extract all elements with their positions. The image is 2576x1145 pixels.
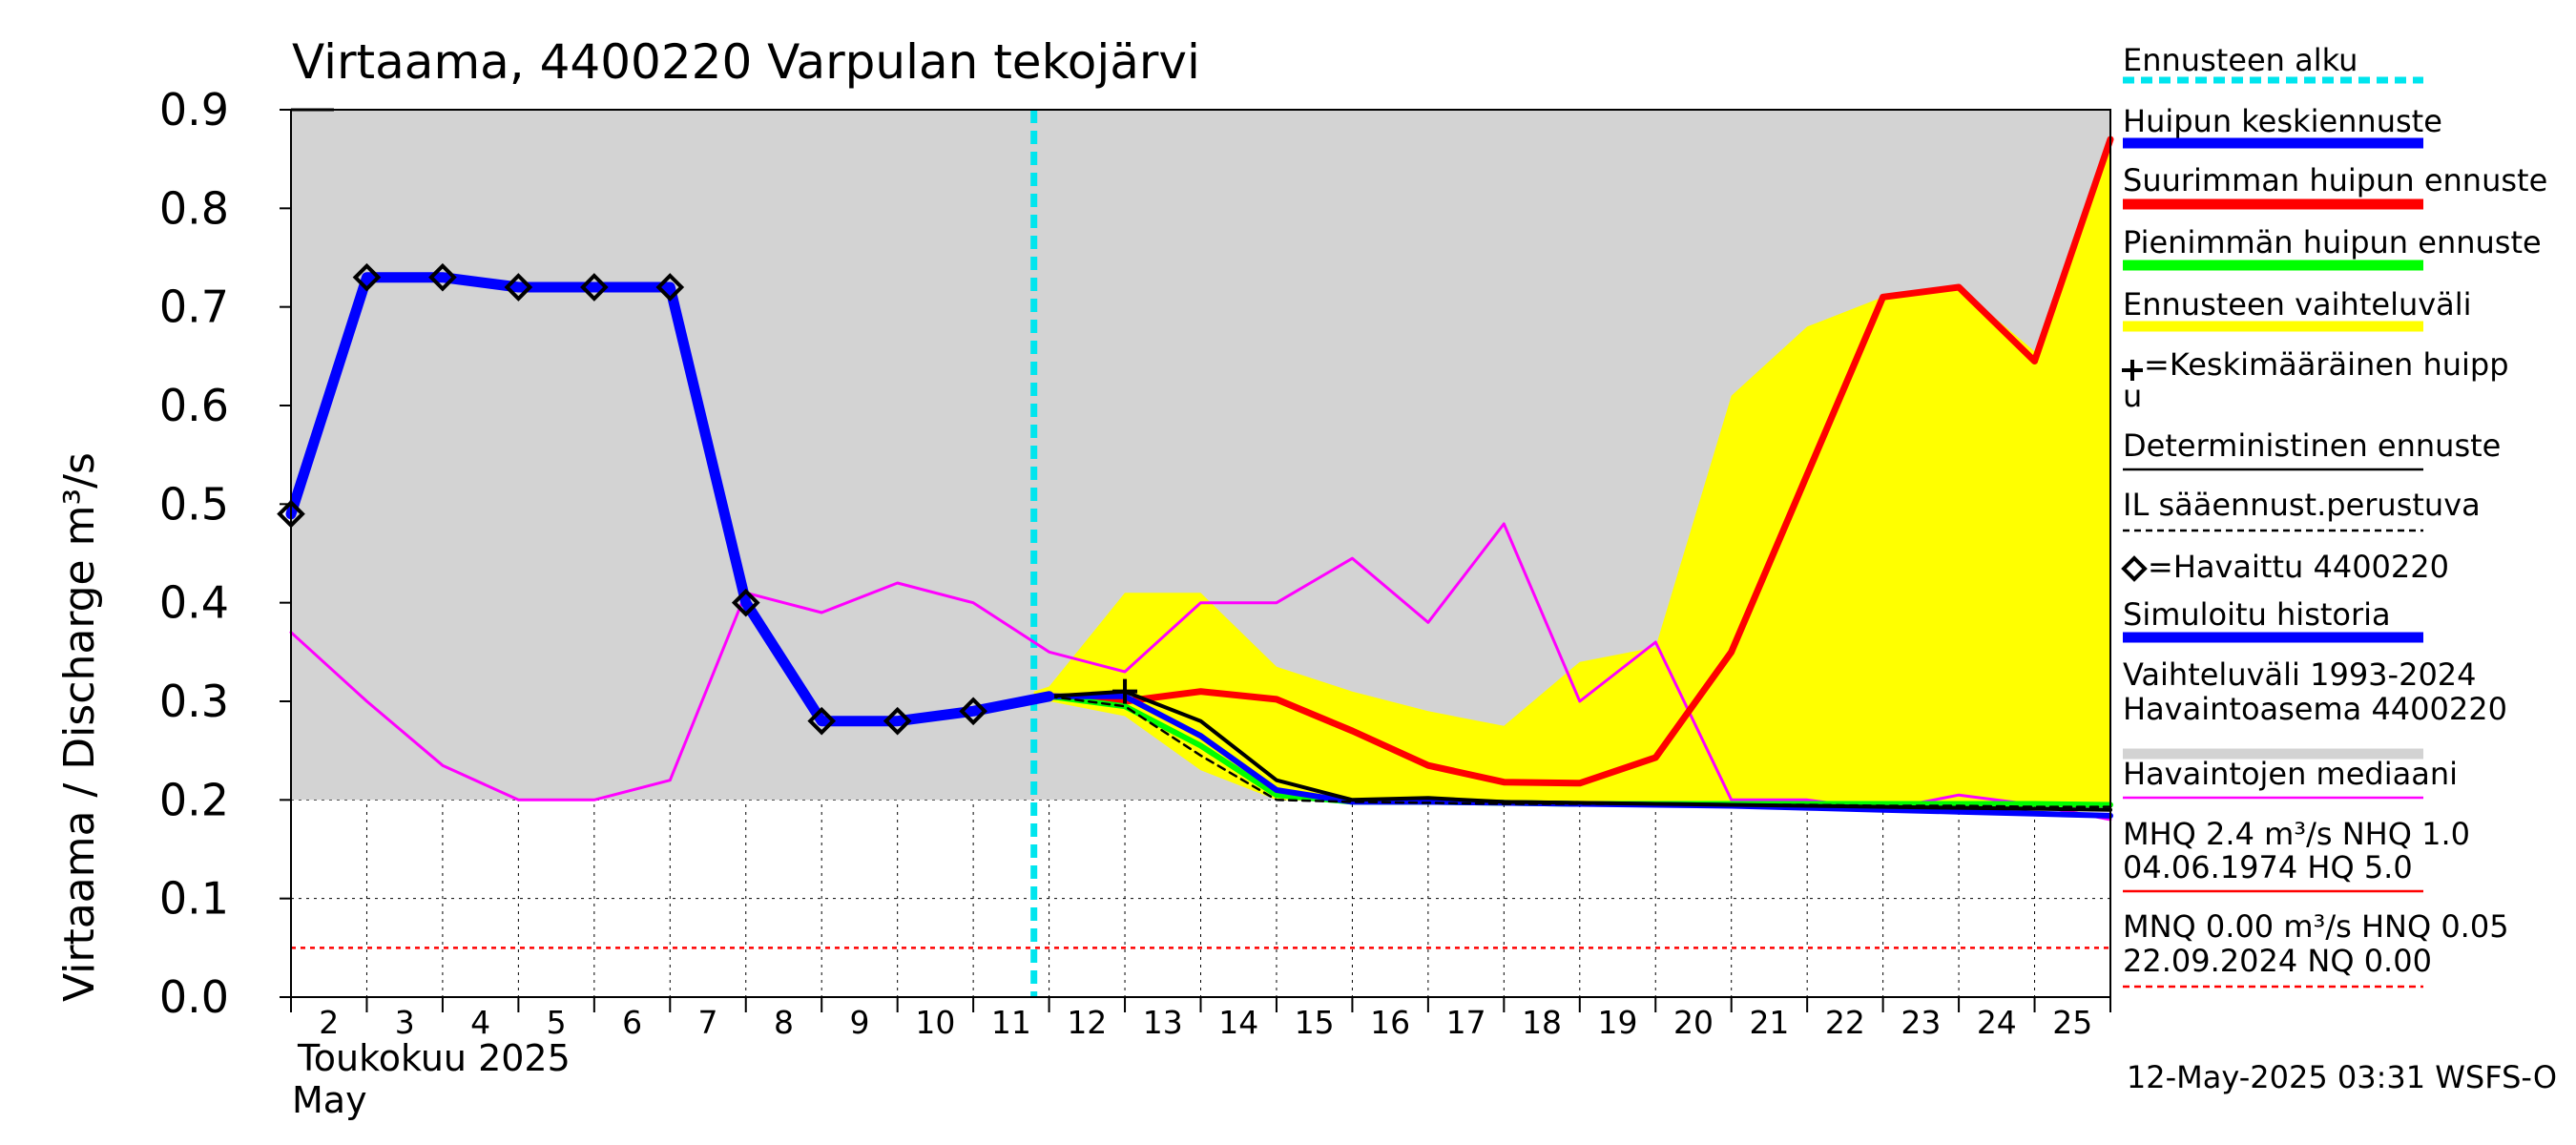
y-tick-label: 0.3 bbox=[159, 676, 229, 727]
x-tick-label: 25 bbox=[2052, 1004, 2092, 1041]
observed-point bbox=[883, 706, 912, 736]
legend-label: Havaintojen mediaani bbox=[2123, 756, 2458, 792]
observed-point bbox=[352, 262, 382, 292]
x-tick-label: 22 bbox=[1825, 1004, 1865, 1041]
y-tick-label: 0.9 bbox=[159, 84, 229, 135]
y-tick-label: 0.7 bbox=[159, 281, 229, 333]
reference-lines bbox=[291, 110, 2110, 997]
legend-label: Suurimman huipun ennuste bbox=[2123, 162, 2547, 198]
deterministic-line bbox=[1047, 689, 2112, 812]
simulated-line bbox=[285, 272, 1055, 727]
footer-timestamp: 12-May-2025 03:31 WSFS-O bbox=[2127, 1059, 2557, 1095]
y-axis: 0.0 0.1 0.2 0.3 0.4 0.5 0.6 0.7 0.8 0.9 bbox=[159, 84, 291, 1023]
x-tick-label: 7 bbox=[698, 1004, 718, 1041]
observed-point bbox=[731, 588, 760, 617]
x-tick-label: 4 bbox=[470, 1004, 490, 1041]
legend-label-2: 04.06.1974 HQ 5.0 bbox=[2123, 849, 2413, 885]
x-axis: 2 3 4 5 6 7 8 9 10 11 12 13 14 15 16 17 18 19 20 21 22 23 24 25 bbox=[290, 997, 2111, 1041]
observed-point bbox=[807, 706, 837, 736]
series-lines bbox=[285, 135, 2114, 822]
x-tick-label: 21 bbox=[1749, 1004, 1789, 1041]
legend-label: Ennusteen vaihteluväli bbox=[2123, 286, 2472, 323]
x-tick-label: 20 bbox=[1673, 1004, 1714, 1041]
x-tick-label: 9 bbox=[849, 1004, 869, 1041]
chart-title: Virtaama, 4400220 Varpulan tekojärvi bbox=[292, 34, 1200, 90]
x-tick-label: 10 bbox=[915, 1004, 955, 1041]
legend-plus-icon bbox=[2122, 360, 2143, 381]
legend-label: Huipun keskiennuste bbox=[2123, 103, 2442, 139]
x-tick-label: 19 bbox=[1598, 1004, 1638, 1041]
observed-point bbox=[428, 262, 457, 292]
y-tick-label: 0.2 bbox=[159, 774, 229, 825]
y-tick-label: 0.6 bbox=[159, 380, 229, 431]
x-tick-label: 11 bbox=[991, 1004, 1031, 1041]
x-tick-label: 13 bbox=[1143, 1004, 1183, 1041]
y-tick-label: 0.5 bbox=[159, 478, 229, 530]
legend: Ennusteen alku Huipun keskiennuste Suurimm… bbox=[2121, 42, 2547, 989]
x-axis-month-label-en: May bbox=[292, 1079, 367, 1121]
observed-point bbox=[655, 273, 685, 302]
x-tick-label: 12 bbox=[1067, 1004, 1107, 1041]
x-axis-month-label-fi: Toukokuu 2025 bbox=[297, 1037, 571, 1079]
markers bbox=[277, 262, 1138, 736]
y-tick-label: 0.4 bbox=[159, 577, 229, 629]
legend-label: Vaihteluväli 1993-2024 bbox=[2123, 656, 2477, 693]
x-tick-label: 24 bbox=[1977, 1004, 2017, 1041]
legend-label: =Havaittu 4400220 bbox=[2148, 549, 2449, 585]
x-tick-label: 23 bbox=[1901, 1004, 1941, 1041]
x-tick-label: 15 bbox=[1295, 1004, 1335, 1041]
x-tick-label: 17 bbox=[1446, 1004, 1486, 1041]
x-tick-label: 3 bbox=[395, 1004, 415, 1041]
legend-label: Deterministinen ennuste bbox=[2123, 427, 2501, 464]
x-tick-label: 14 bbox=[1218, 1004, 1258, 1041]
median-line bbox=[289, 522, 2112, 822]
y-axis-label: Virtaama / Discharge m³/s bbox=[55, 452, 104, 1002]
legend-label: =Keskimääräinen huipp bbox=[2144, 346, 2509, 383]
y-tick-label: 0.0 bbox=[159, 971, 229, 1023]
mean-peak-marker bbox=[1112, 678, 1138, 704]
legend-label: Pienimmän huipun ennuste bbox=[2123, 224, 2542, 260]
observed-point bbox=[580, 273, 609, 302]
legend-label-2: Havaintoasema 4400220 bbox=[2123, 691, 2507, 727]
legend-label: MNQ 0.00 m³/s HNQ 0.05 bbox=[2123, 908, 2509, 945]
range-areas bbox=[291, 110, 2110, 804]
forecast_range-area bbox=[1033, 139, 2110, 804]
legend-label: IL sääennust.perustuva bbox=[2123, 487, 2481, 523]
y-tick-label: 0.8 bbox=[159, 182, 229, 234]
y-tick-label: 0.1 bbox=[159, 873, 229, 925]
max_peak-line bbox=[1046, 135, 2114, 787]
il_forecast-line bbox=[1048, 695, 2112, 808]
x-tick-label: 18 bbox=[1522, 1004, 1562, 1041]
x-tick-label: 6 bbox=[622, 1004, 642, 1041]
observed-point bbox=[959, 697, 987, 726]
x-tick-label: 2 bbox=[319, 1004, 339, 1041]
hist_range-area bbox=[291, 110, 2110, 801]
legend-label-2: 22.09.2024 NQ 0.00 bbox=[2123, 943, 2432, 979]
legend-label: Simuloitu historia bbox=[2123, 596, 2391, 633]
legend-label-2: u bbox=[2123, 378, 2142, 414]
observed-point bbox=[504, 273, 533, 302]
legend-label: Ennusteen alku bbox=[2123, 42, 2358, 78]
x-tick-label: 16 bbox=[1370, 1004, 1410, 1041]
legend-label: MHQ 2.4 m³/s NHQ 1.0 bbox=[2123, 816, 2470, 852]
x-tick-label: 8 bbox=[774, 1004, 794, 1041]
x-tick-label: 5 bbox=[547, 1004, 567, 1041]
legend-diamond-icon bbox=[2121, 555, 2148, 582]
